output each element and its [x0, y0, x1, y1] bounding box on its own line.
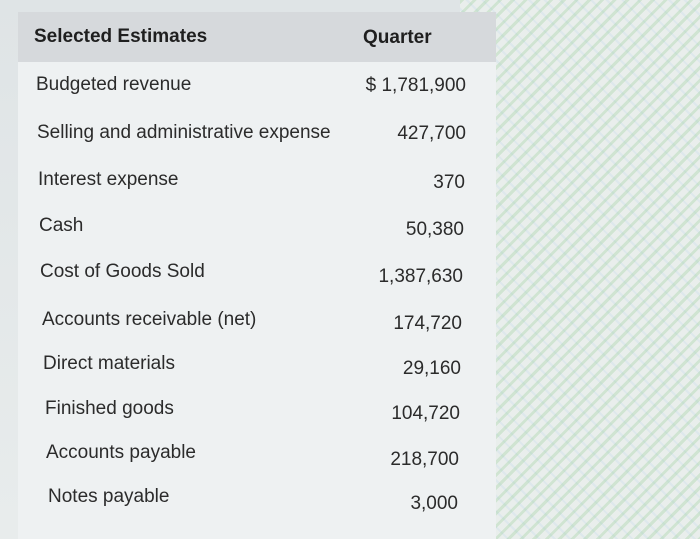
row-value-accounts-receivable: 174,720 [393, 313, 462, 334]
estimates-table [18, 12, 496, 539]
row-label-interest-expense: Interest expense [38, 169, 179, 190]
row-label-notes-payable: Notes payable [48, 486, 170, 507]
row-value-finished-goods: 104,720 [391, 403, 460, 424]
row-label-accounts-payable: Accounts payable [46, 442, 196, 463]
row-label-accounts-receivable: Accounts receivable (net) [42, 309, 257, 330]
row-label-finished-goods: Finished goods [45, 398, 174, 419]
row-value-cogs: 1,387,630 [378, 266, 463, 287]
table-header-row [18, 12, 496, 62]
row-value-direct-materials: 29,160 [402, 358, 461, 379]
row-label-budgeted-revenue: Budgeted revenue [36, 74, 192, 95]
row-label-cash: Cash [39, 215, 84, 236]
header-quarter: Quarter [363, 27, 432, 48]
row-value-interest-expense: 370 [433, 172, 465, 193]
row-value-cash: 50,380 [405, 219, 464, 240]
row-value-selling-admin: 427,700 [397, 123, 466, 144]
row-label-cogs: Cost of Goods Sold [40, 261, 205, 282]
row-value-budgeted-revenue: $ 1,781,900 [365, 75, 466, 96]
header-label: Selected Estimates [34, 26, 208, 47]
row-label-direct-materials: Direct materials [43, 353, 175, 374]
row-value-notes-payable: 3,000 [410, 493, 458, 514]
row-label-selling-admin: Selling and administrative expense [37, 122, 331, 143]
background-pattern [460, 0, 700, 539]
row-value-accounts-payable: 218,700 [390, 449, 459, 470]
